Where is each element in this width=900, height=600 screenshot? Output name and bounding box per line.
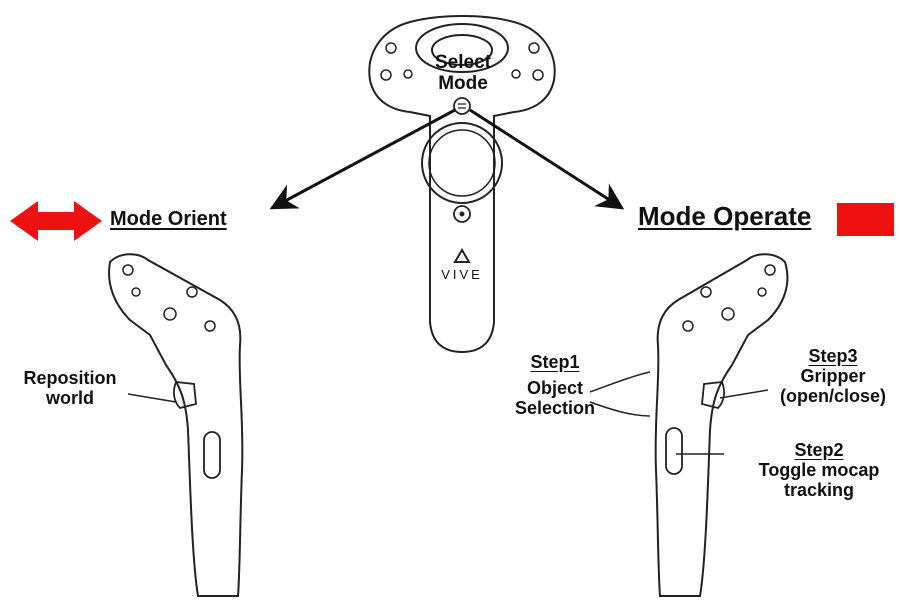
vive-logo-text: VIVE (441, 267, 483, 282)
step1-pointer-lower (589, 401, 651, 417)
left-controller (108, 253, 244, 597)
mode-orient-title: Mode Orient (110, 208, 227, 230)
step2-label: Step2 Toggle mocap tracking (744, 440, 894, 500)
step3-label: Step3 Gripper (open/close) (768, 346, 898, 406)
step3-title: Step3 (808, 346, 858, 366)
trackpad (421, 122, 503, 204)
arrow-to-mode-orient (269, 108, 456, 210)
center-controller (368, 15, 556, 354)
select-mode-label: Select Mode (435, 52, 491, 95)
red-square-icon (837, 203, 894, 236)
step2-title: Step2 (794, 440, 844, 460)
mode-operate-title: Mode Operate (638, 201, 812, 231)
step1-pointer-upper (589, 371, 651, 393)
step1-label: Step1 Object Selection (500, 352, 610, 418)
system-button (453, 205, 471, 223)
arrow-to-mode-operate (469, 108, 625, 210)
menu-button (453, 97, 471, 115)
reposition-world-label: Reposition world (23, 368, 117, 409)
step3-pointer (719, 389, 769, 399)
reposition-pointer (127, 393, 177, 403)
step1-title: Step1 (530, 352, 580, 372)
double-arrow-icon (10, 201, 102, 241)
right-controller (654, 253, 789, 597)
